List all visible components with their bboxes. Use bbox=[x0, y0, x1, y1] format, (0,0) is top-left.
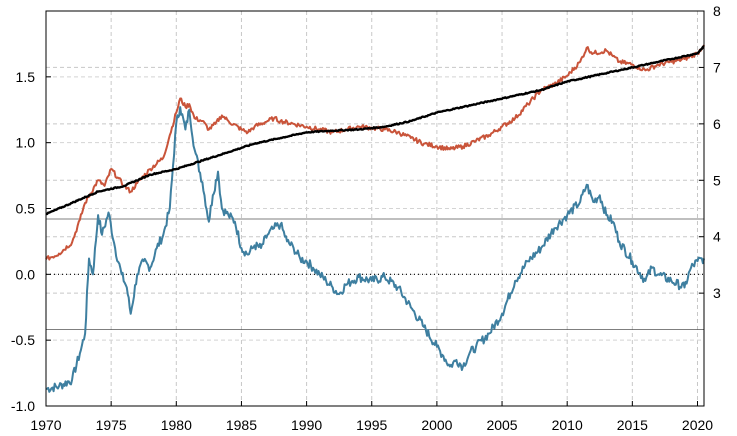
x-tick-label: 2000 bbox=[421, 417, 452, 433]
x-tick-label: 2010 bbox=[552, 417, 583, 433]
left-tick-label: 0.0 bbox=[16, 266, 36, 282]
x-tick-labels: 1970 1975 1980 1985 1990 1995 2000 2005 2010 2015… bbox=[30, 401, 713, 433]
x-tick-label: 2020 bbox=[682, 417, 713, 433]
left-tick-label: -0.5 bbox=[11, 332, 35, 348]
left-tick-label: 0.5 bbox=[16, 201, 36, 217]
right-tick-labels: 3 4 5 6 7 8 bbox=[699, 3, 721, 301]
right-tick-label: 3 bbox=[713, 285, 721, 301]
x-tick-label: 2015 bbox=[617, 417, 648, 433]
series-line-1 bbox=[45, 106, 705, 393]
left-tick-label: -1.0 bbox=[11, 398, 35, 414]
series-line-3 bbox=[45, 45, 705, 216]
x-tick-label: 1995 bbox=[356, 417, 387, 433]
x-tick-label: 1990 bbox=[291, 417, 322, 433]
series-group bbox=[45, 44, 705, 393]
left-tick-label: 1.5 bbox=[16, 69, 36, 85]
reference-lines bbox=[46, 218, 704, 331]
right-tick-label: 5 bbox=[713, 172, 721, 188]
left-tick-labels: -1.0 -0.5 0.0 0.5 1.0 1.5 bbox=[11, 69, 51, 414]
x-tick-label: 1985 bbox=[226, 417, 257, 433]
x-tick-label: 2005 bbox=[486, 417, 517, 433]
right-tick-label: 4 bbox=[713, 229, 721, 245]
left-tick-label: 1.0 bbox=[16, 135, 36, 151]
right-tick-label: 8 bbox=[713, 3, 721, 19]
x-tick-label: 1970 bbox=[30, 417, 61, 433]
x-tick-label: 1975 bbox=[96, 417, 127, 433]
right-tick-label: 7 bbox=[713, 59, 721, 75]
right-tick-label: 6 bbox=[713, 116, 721, 132]
x-tick-label: 1980 bbox=[161, 417, 192, 433]
